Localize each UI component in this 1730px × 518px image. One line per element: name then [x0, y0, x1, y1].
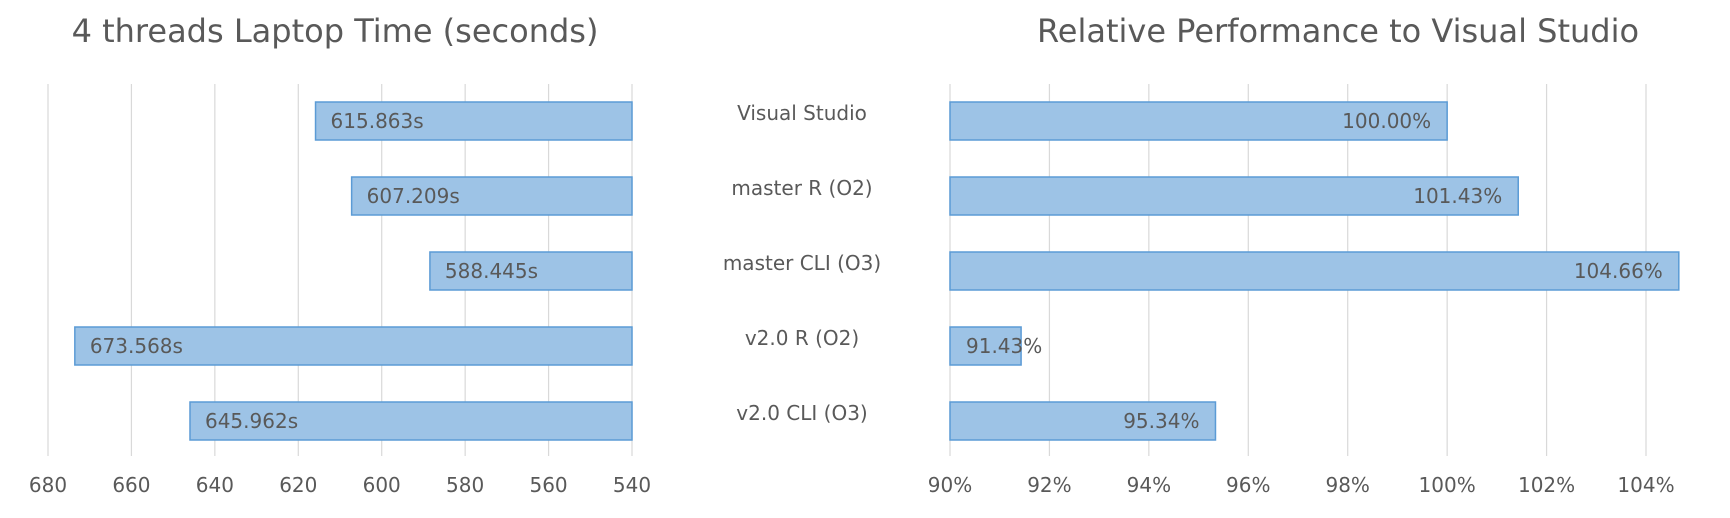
left-bar [74, 326, 633, 366]
left-bar [429, 251, 633, 291]
right-x-tick-label: 100% [1419, 473, 1476, 497]
category-label: master R (O2) [731, 176, 872, 200]
left-x-tick-label: 580 [446, 473, 484, 497]
left-bar [314, 101, 633, 141]
left-chart-title: 4 threads Laptop Time (seconds) [71, 12, 599, 50]
left-bar-data-label: 673.568s [90, 334, 183, 358]
right-x-tick-label: 94% [1127, 473, 1171, 497]
category-label: v2.0 CLI (O3) [736, 401, 867, 425]
right-x-tick-label: 98% [1325, 473, 1369, 497]
right-bar [949, 176, 1519, 216]
right-bar [949, 401, 1217, 441]
left-x-tick-label: 660 [112, 473, 150, 497]
right-bar [949, 101, 1448, 141]
left-x-tick-label: 560 [529, 473, 567, 497]
right-bar-data-label: 101.43% [1413, 184, 1502, 208]
left-bar-data-label: 615.863s [331, 109, 424, 133]
left-bar-data-label: 607.209s [367, 184, 460, 208]
left-bar [189, 401, 633, 441]
left-x-tick-label: 620 [279, 473, 317, 497]
right-bar-data-label: 100.00% [1342, 109, 1431, 133]
right-chart-title: Relative Performance to Visual Studio [1036, 12, 1640, 50]
category-label: v2.0 R (O2) [745, 326, 859, 350]
left-bar [350, 176, 633, 216]
left-x-tick-label: 640 [196, 473, 234, 497]
left-x-tick-label: 600 [363, 473, 401, 497]
right-x-tick-label: 90% [928, 473, 972, 497]
right-x-tick-label: 102% [1518, 473, 1575, 497]
right-x-tick-label: 96% [1226, 473, 1270, 497]
left-x-tick-label: 540 [613, 473, 651, 497]
right-bar [949, 326, 1022, 366]
right-x-tick-label: 104% [1617, 473, 1674, 497]
right-x-tick-label: 92% [1027, 473, 1071, 497]
right-bar [949, 251, 1680, 291]
category-label: master CLI (O3) [723, 251, 881, 275]
category-label: Visual Studio [737, 101, 867, 125]
left-bar-data-label: 588.445s [445, 259, 538, 283]
right-bar-data-label: 91.43% [966, 334, 1042, 358]
left-bar-data-label: 645.962s [205, 409, 298, 433]
left-x-tick-label: 680 [29, 473, 67, 497]
right-bar-data-label: 104.66% [1574, 259, 1663, 283]
right-bar-data-label: 95.34% [1123, 409, 1199, 433]
